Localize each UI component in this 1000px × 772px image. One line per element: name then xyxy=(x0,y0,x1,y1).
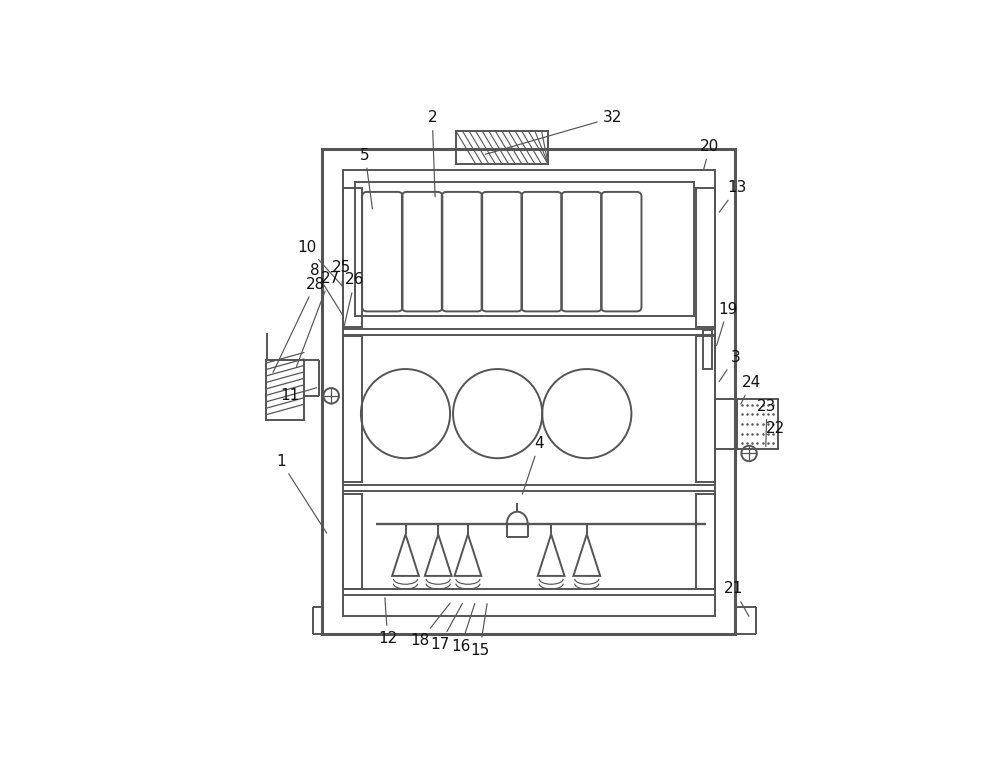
Bar xyxy=(456,131,548,164)
Bar xyxy=(343,170,715,616)
Bar xyxy=(343,494,362,589)
Text: 11: 11 xyxy=(280,388,317,403)
Bar xyxy=(696,188,715,327)
Text: 20: 20 xyxy=(700,139,719,170)
Text: 27: 27 xyxy=(297,271,340,367)
Text: 12: 12 xyxy=(378,598,397,646)
Bar xyxy=(737,399,778,449)
Text: 8: 8 xyxy=(310,263,343,317)
Text: 13: 13 xyxy=(719,180,747,212)
Text: 3: 3 xyxy=(719,350,740,381)
Text: 22: 22 xyxy=(766,421,785,436)
Bar xyxy=(322,149,735,634)
Text: 10: 10 xyxy=(298,239,343,286)
Text: 1: 1 xyxy=(276,454,327,533)
Text: 23: 23 xyxy=(757,399,777,446)
Bar xyxy=(343,337,362,482)
Text: 18: 18 xyxy=(411,603,450,648)
Bar xyxy=(696,337,715,482)
Bar xyxy=(343,188,362,327)
Bar xyxy=(355,181,694,316)
Text: 25: 25 xyxy=(332,260,351,295)
Text: 21: 21 xyxy=(724,581,749,616)
Text: 17: 17 xyxy=(430,604,462,652)
Text: 26: 26 xyxy=(344,273,365,328)
Bar xyxy=(703,330,712,369)
Text: 32: 32 xyxy=(485,110,622,154)
Text: 28: 28 xyxy=(273,276,325,373)
Text: 19: 19 xyxy=(717,302,737,346)
Text: 4: 4 xyxy=(522,436,544,494)
Text: 2: 2 xyxy=(427,110,437,197)
Bar xyxy=(266,360,304,420)
Text: 24: 24 xyxy=(741,375,761,404)
Bar xyxy=(696,494,715,589)
Text: 16: 16 xyxy=(451,604,475,654)
Text: 15: 15 xyxy=(470,604,489,658)
Text: 5: 5 xyxy=(360,147,372,208)
